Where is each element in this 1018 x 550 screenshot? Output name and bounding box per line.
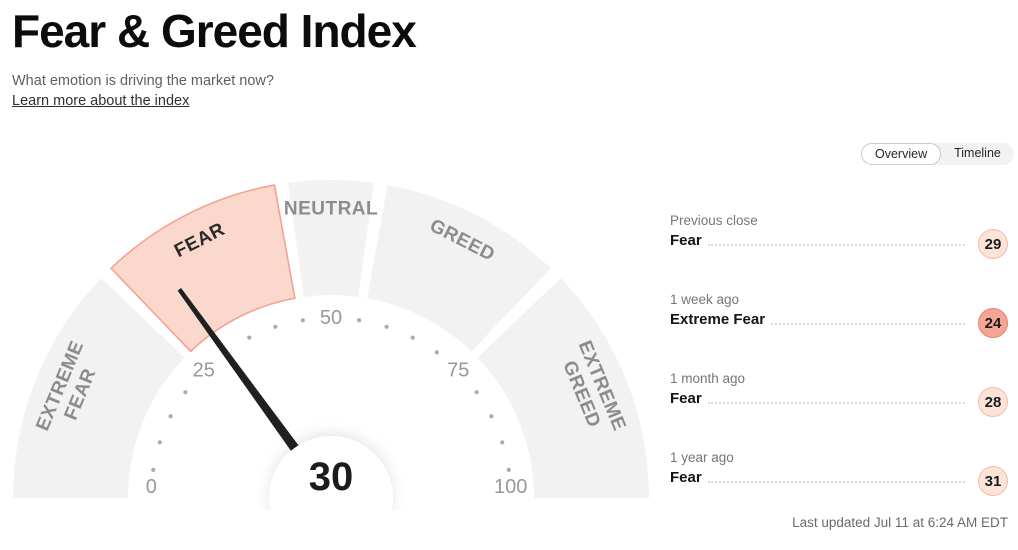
history-value-badge: 29 xyxy=(978,229,1008,259)
last-updated-text: Last updated Jul 11 at 6:24 AM EDT xyxy=(792,515,1008,530)
learn-more-link[interactable]: Learn more about the index xyxy=(12,93,190,109)
toggle-option-timeline[interactable]: Timeline xyxy=(954,146,1001,160)
gauge-minor-tick xyxy=(500,440,505,445)
history-period-label: 1 week ago xyxy=(670,292,740,307)
history-value-badge: 28 xyxy=(978,387,1008,417)
gauge-minor-tick xyxy=(506,467,511,472)
gauge-segment-greed xyxy=(367,185,551,352)
history-row: 1 year ago Fear 31 xyxy=(670,450,1008,510)
history-row: Previous close Fear 29 xyxy=(670,213,1008,273)
gauge-minor-tick xyxy=(157,440,162,445)
gauge-axis-label: 0 xyxy=(146,476,157,498)
history-rating-label: Fear xyxy=(670,390,702,407)
history-rating-label: Extreme Fear xyxy=(670,311,766,328)
gauge-minor-tick xyxy=(410,335,415,340)
page-subtitle: What emotion is driving the market now? xyxy=(12,73,274,89)
history-rating-label: Fear xyxy=(670,469,702,486)
history-row: 1 month ago Fear 28 xyxy=(670,371,1008,431)
gauge-minor-tick xyxy=(384,324,389,329)
gauge-minor-tick xyxy=(183,390,188,395)
gauge-minor-tick xyxy=(151,467,156,472)
history-period-label: Previous close xyxy=(670,213,758,228)
history-value-badge: 24 xyxy=(978,308,1008,338)
dotted-leader xyxy=(771,323,965,325)
gauge-segment-fear xyxy=(109,184,296,353)
page-title: Fear & Greed Index xyxy=(12,5,417,57)
gauge-minor-tick xyxy=(434,350,439,355)
history-value-badge: 31 xyxy=(978,466,1008,496)
history-row: 1 week ago Extreme Fear 24 xyxy=(670,292,1008,352)
history-period-label: 1 month ago xyxy=(670,371,746,386)
gauge-segment-label: NEUTRAL xyxy=(284,199,378,220)
gauge-minor-tick xyxy=(168,414,173,419)
dotted-leader xyxy=(707,402,965,404)
gauge-axis-label: 100 xyxy=(494,476,527,498)
dotted-leader xyxy=(707,244,965,246)
gauge-axis-label: 25 xyxy=(193,360,215,382)
gauge-center-hub xyxy=(269,436,393,510)
fear-greed-gauge: EXTREMEFEARFEARNEUTRALGREEDEXTREMEGREED0… xyxy=(13,180,649,510)
gauge-axis-label: 50 xyxy=(320,307,342,329)
gauge-minor-tick xyxy=(247,335,252,340)
gauge-segment-extreme-greed xyxy=(477,278,649,498)
toggle-option-overview[interactable]: Overview xyxy=(861,143,942,165)
history-period-label: 1 year ago xyxy=(670,450,734,465)
view-toggle: Overview Timeline xyxy=(861,143,1014,165)
gauge-axis-label: 75 xyxy=(447,360,469,382)
history-rating-label: Fear xyxy=(670,232,702,249)
dotted-leader xyxy=(707,481,965,483)
gauge-minor-tick xyxy=(489,414,494,419)
gauge-value: 30 xyxy=(309,455,354,499)
gauge-minor-tick xyxy=(300,318,305,323)
gauge-minor-tick xyxy=(273,324,278,329)
gauge-minor-tick xyxy=(357,318,362,323)
gauge-minor-tick xyxy=(474,390,479,395)
gauge-segment-extreme-fear xyxy=(13,278,185,498)
gauge-segment-neutral xyxy=(288,180,374,297)
